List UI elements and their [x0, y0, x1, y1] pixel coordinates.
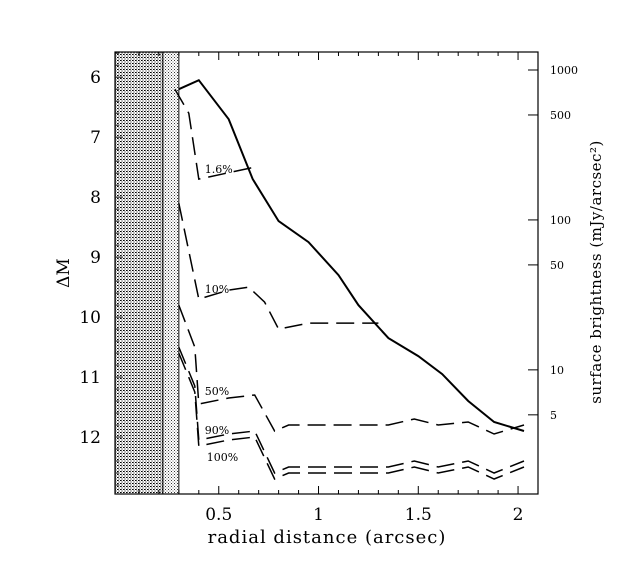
y-tick-label: 6 [90, 68, 101, 88]
y-tick-label: 9 [90, 248, 101, 268]
shaded-region-0 [115, 52, 164, 494]
series-line-10pct [178, 202, 379, 330]
y-axis-label: ΔM [54, 258, 74, 288]
right-axis-label: surface brightness (mJy/arcsec²) [587, 140, 605, 404]
right-tick-label: 1000 [550, 64, 578, 77]
x-tick-label: 0.5 [205, 505, 232, 525]
y-tick-label: 10 [79, 308, 101, 328]
series-label: 10% [205, 283, 229, 296]
y-tick-label: 8 [90, 188, 101, 208]
x-tick-label: 1.5 [405, 505, 432, 525]
series-line-100pct [178, 352, 525, 480]
right-axis-ticks: 1000 500 100 50 10 5 [528, 64, 578, 422]
y-tick-label: 11 [79, 368, 101, 388]
right-tick-label: 5 [550, 409, 557, 422]
series-label: 50% [205, 385, 229, 398]
x-tick-label: 1 [313, 505, 324, 525]
series-line-90pct [178, 346, 525, 474]
x-tick-label: 2 [513, 505, 524, 525]
shaded-region-1 [162, 52, 180, 494]
right-tick-label: 100 [550, 214, 571, 227]
y-tick-label: 12 [79, 428, 101, 448]
shaded-regions [115, 52, 180, 494]
plot-frame [114, 51, 539, 495]
series-line-solid [178, 78, 525, 432]
right-tick-label: 50 [550, 259, 564, 272]
series-labels: 1.6% 10% 50% 90% 100% [205, 163, 238, 464]
right-tick-label: 10 [550, 364, 564, 377]
series-label: 1.6% [205, 163, 233, 176]
right-tick-label: 500 [550, 109, 571, 122]
y-tick-label: 7 [90, 128, 101, 148]
series-line-1-6pct [174, 88, 255, 181]
series-label: 100% [207, 451, 238, 464]
x-axis-label: radial distance (arcsec) [208, 527, 447, 548]
series-layer [174, 78, 525, 480]
x-axis-ticks: 0.5 1 1.5 2 [138, 52, 524, 525]
series-label: 90% [205, 424, 229, 437]
series-line-50pct [178, 304, 525, 435]
y-axis-ticks: 6 7 8 9 10 11 12 [79, 52, 123, 486]
